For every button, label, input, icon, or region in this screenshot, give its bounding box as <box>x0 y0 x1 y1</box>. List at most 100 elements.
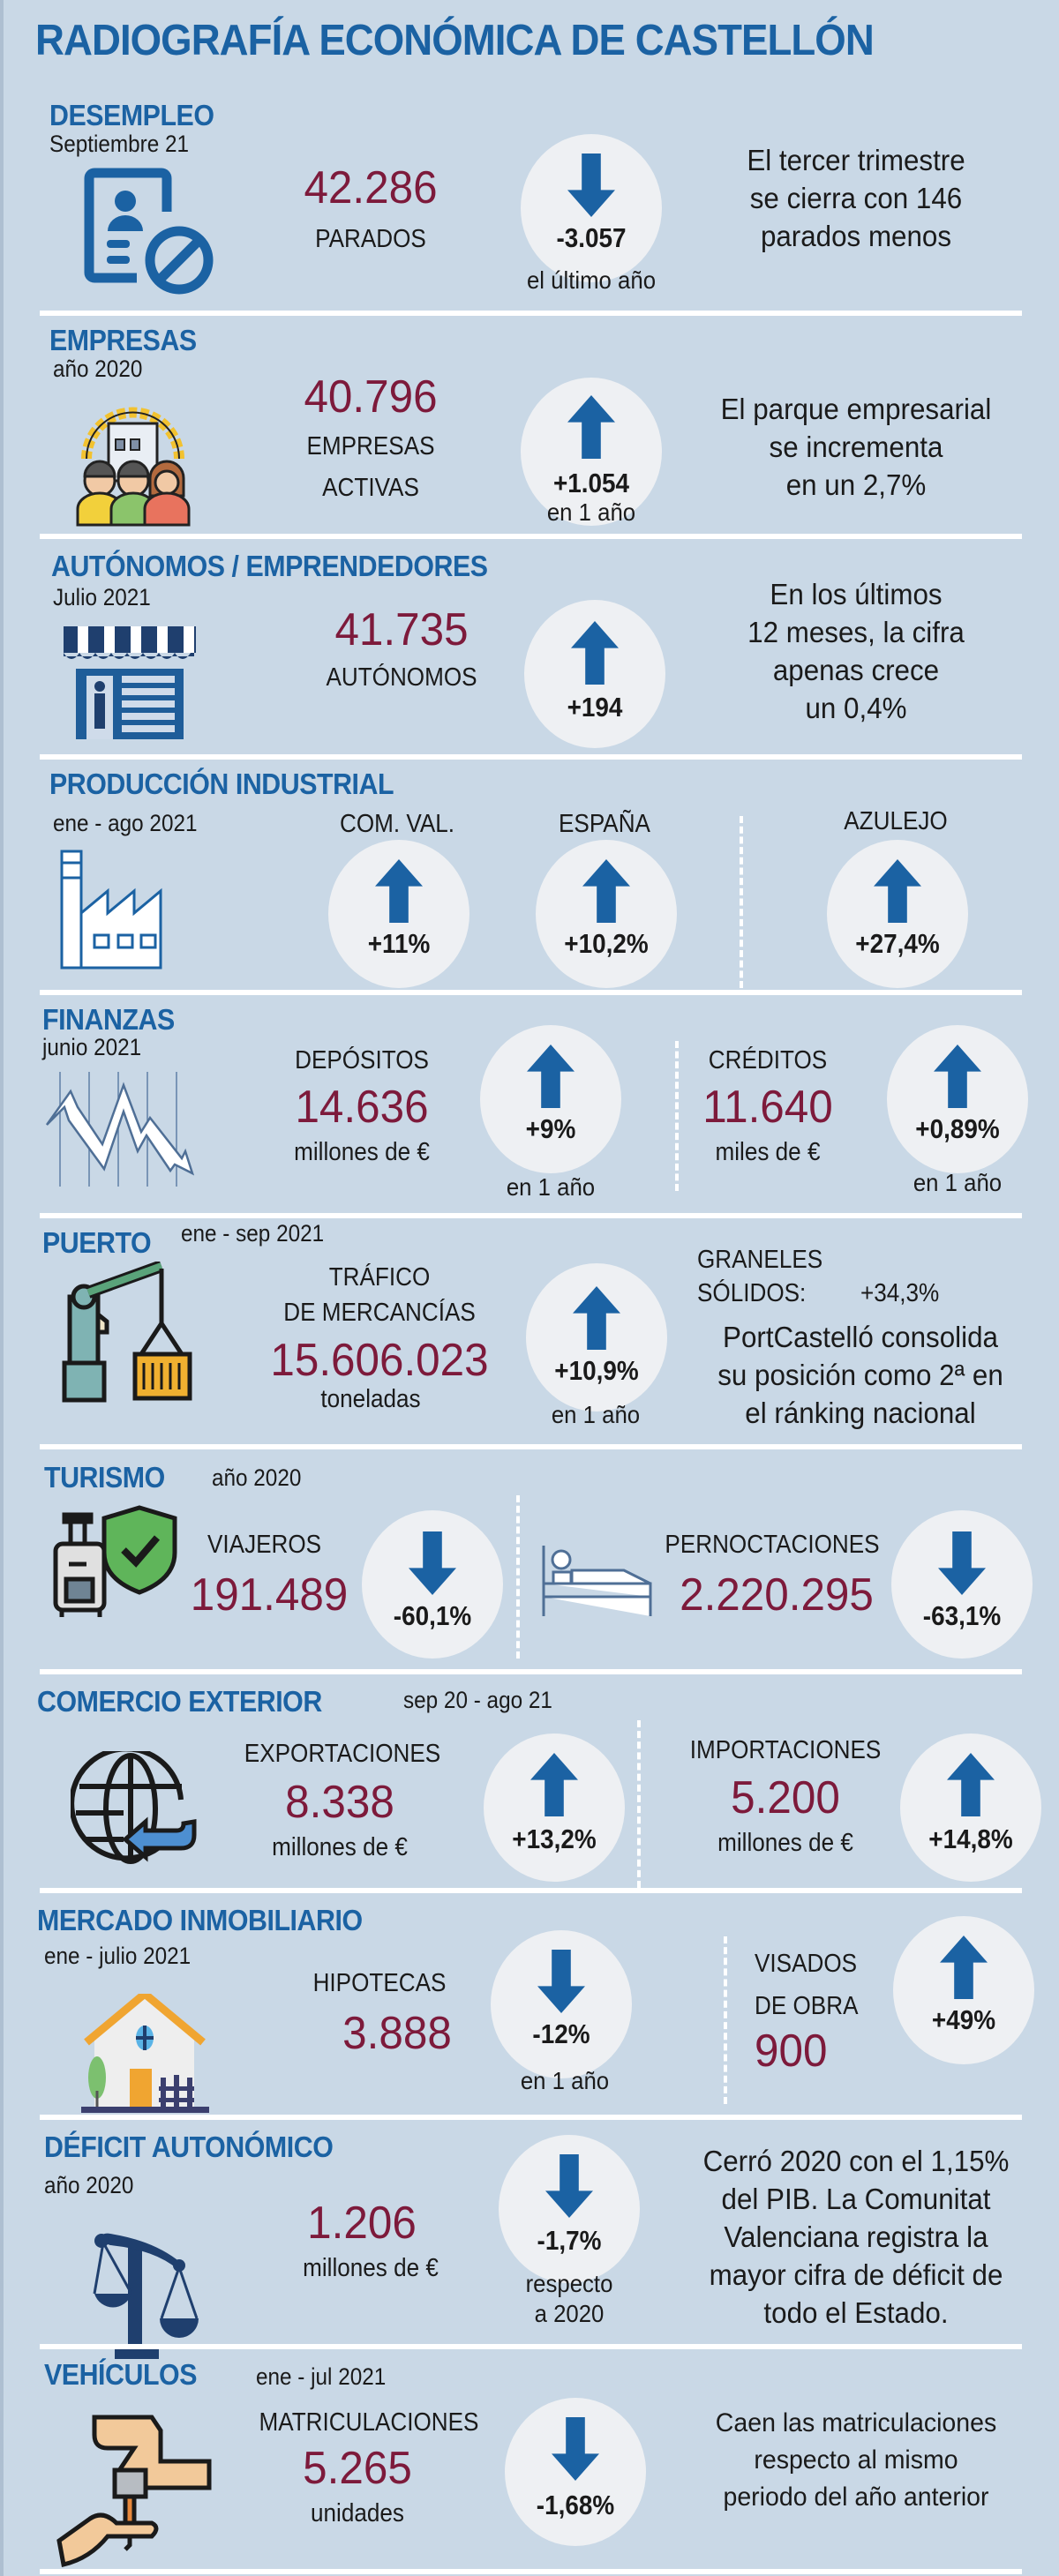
depositos-label: DEPÓSITOS <box>295 1046 429 1075</box>
viajeros-value: 191.489 <box>190 1569 349 1621</box>
puerto-value: 15.606.023 <box>270 1335 489 1386</box>
factory-icon <box>55 847 209 970</box>
importaciones-label: IMPORTACIONES <box>689 1736 882 1764</box>
change-badge-vehiculos: -1,68% <box>505 2398 646 2546</box>
change-badge-importaciones: +14,8% <box>900 1734 1041 1882</box>
section-period-desempleo: Septiembre 21 <box>49 131 190 157</box>
section-divider <box>40 1669 1022 1674</box>
vehiculos-summary: Caen las matriculaciones respecto al mis… <box>715 2408 997 2512</box>
id-card-prohibited-icon <box>84 168 225 296</box>
graneles-label-1: GRANELES <box>697 1246 823 1274</box>
puerto-unit: toneladas <box>320 1385 421 1413</box>
autonomos-value: 41.735 <box>334 604 469 655</box>
change-value: +10,2% <box>564 928 649 959</box>
arrow-up-icon <box>572 1286 621 1350</box>
visados-label-1: VISADOS <box>755 1950 858 1978</box>
arrow-down-icon <box>537 1950 586 2013</box>
hipotecas-value: 3.888 <box>342 2008 452 2059</box>
section-heading-inmobiliario: MERCADO INMOBILIARIO <box>37 1904 363 1936</box>
section-heading-autonomos: AUTÓNOMOS / EMPRENDEDORES <box>51 550 488 582</box>
arrow-up-icon <box>946 1753 995 1816</box>
change-value: +10,9% <box>554 1355 639 1386</box>
port-crane-icon <box>57 1262 216 1403</box>
change-note: respecto a 2020 <box>525 2270 613 2327</box>
pernoctaciones-value: 2.220.295 <box>680 1569 874 1621</box>
change-value: +1.054 <box>552 468 630 498</box>
dotted-separator <box>740 816 743 988</box>
section-period-empresas: año 2020 <box>53 356 143 382</box>
section-divider <box>40 754 1022 760</box>
change-badge-comval: +11% <box>328 840 469 988</box>
change-value: +13,2% <box>512 1823 597 1854</box>
change-value: +0,89% <box>915 1113 1000 1144</box>
change-badge-creditos: +0,89% <box>887 1025 1028 1173</box>
empresas-label-2: ACTIVAS <box>322 474 419 502</box>
section-divider <box>40 1888 1022 1893</box>
section-period-produccion: ene - ago 2021 <box>53 810 198 836</box>
desempleo-label: PARADOS <box>315 225 426 253</box>
empresas-value: 40.796 <box>304 371 438 423</box>
change-value: -60,1% <box>393 1600 472 1631</box>
change-badge-azulejo: +27,4% <box>827 840 968 988</box>
section-heading-desempleo: DESEMPLEO <box>49 99 214 131</box>
arrow-up-icon <box>873 859 922 923</box>
arrow-down-icon <box>567 154 616 217</box>
change-badge-viajeros: -60,1% <box>362 1510 503 1659</box>
section-divider <box>40 534 1022 539</box>
arrow-up-icon <box>374 859 424 923</box>
hipotecas-label: HIPOTECAS <box>312 1969 447 1997</box>
arrow-down-icon <box>408 1531 457 1595</box>
creditos-value: 11.640 <box>702 1082 833 1133</box>
matriculaciones-label: MATRICULACIONES <box>259 2408 479 2437</box>
section-divider <box>40 1444 1022 1449</box>
arrow-up-icon <box>582 859 631 923</box>
change-note: en 1 año <box>546 498 636 526</box>
section-heading-produccion: PRODUCCIÓN INDUSTRIAL <box>49 768 394 800</box>
visados-label-2: DE OBRA <box>755 1992 859 2020</box>
section-heading-comercio: COMERCIO EXTERIOR <box>37 1685 322 1718</box>
importaciones-unit: millones de € <box>717 1829 853 1857</box>
deficit-value: 1.206 <box>307 2198 417 2249</box>
dotted-separator <box>516 1495 520 1659</box>
change-badge-hipotecas: -12% <box>491 1930 632 2078</box>
puerto-label-2: DE MERCANCÍAS <box>283 1299 476 1327</box>
puerto-summary: PortCastelló consolida su posición como … <box>717 1321 1003 1429</box>
visados-value: 900 <box>755 2026 828 2077</box>
change-value: +14,8% <box>928 1823 1013 1854</box>
arrow-up-icon <box>567 395 616 459</box>
change-value: +27,4% <box>855 928 940 959</box>
section-period-deficit: año 2020 <box>44 2172 134 2198</box>
depositos-unit: millones de € <box>294 1138 430 1166</box>
change-value: -1,68% <box>536 2490 615 2520</box>
section-divider <box>40 311 1022 316</box>
page-title: RADIOGRAFÍA ECONÓMICA DE CASTELLÓN <box>35 17 875 64</box>
exportaciones-label: EXPORTACIONES <box>244 1740 441 1768</box>
arrow-down-icon <box>551 2417 600 2481</box>
change-value: -63,1% <box>922 1600 1002 1631</box>
change-badge-visados: +49% <box>893 1916 1034 2064</box>
section-divider <box>40 2344 1022 2349</box>
change-badge-exportaciones: +13,2% <box>484 1734 625 1882</box>
creditos-label: CRÉDITOS <box>708 1046 828 1075</box>
dotted-separator <box>675 1041 679 1191</box>
section-heading-empresas: EMPRESAS <box>49 324 197 356</box>
change-badge-depositos: +9% <box>480 1025 621 1173</box>
dotted-separator <box>724 1936 727 2104</box>
change-note: en 1 año <box>520 2067 610 2094</box>
arrow-down-icon <box>545 2154 594 2218</box>
change-value: +11% <box>367 928 431 959</box>
produccion-label-comval: COM. VAL. <box>339 810 455 838</box>
luggage-shield-icon <box>51 1504 188 1619</box>
change-badge-deficit: -1,7% <box>499 2135 640 2283</box>
change-badge-espana: +10,2% <box>536 840 677 988</box>
deficit-summary: Cerró 2020 con el 1,15% del PIB. La Comu… <box>702 2145 1010 2329</box>
change-value: -3.057 <box>556 222 627 253</box>
arrow-up-icon <box>530 1753 579 1816</box>
section-heading-deficit: DÉFICIT AUTONÓMICO <box>44 2130 334 2163</box>
viajeros-label: VIAJEROS <box>207 1531 322 1559</box>
section-heading-turismo: TURISMO <box>44 1461 165 1494</box>
autonomos-summary: En los últimos 12 meses, la cifra apenas… <box>747 578 965 724</box>
section-period-autonomos: Julio 2021 <box>53 584 151 610</box>
creditos-unit: miles de € <box>715 1138 821 1166</box>
